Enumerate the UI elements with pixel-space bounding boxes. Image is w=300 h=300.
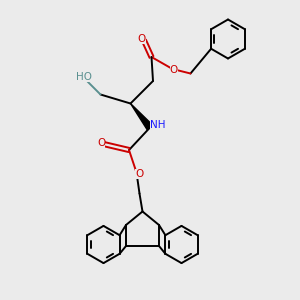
- Text: O: O: [135, 169, 144, 179]
- Text: O: O: [97, 138, 105, 148]
- Polygon shape: [130, 103, 153, 130]
- Text: O: O: [170, 64, 178, 75]
- Text: O: O: [137, 34, 146, 44]
- Text: NH: NH: [150, 120, 166, 130]
- Text: HO: HO: [76, 72, 92, 82]
